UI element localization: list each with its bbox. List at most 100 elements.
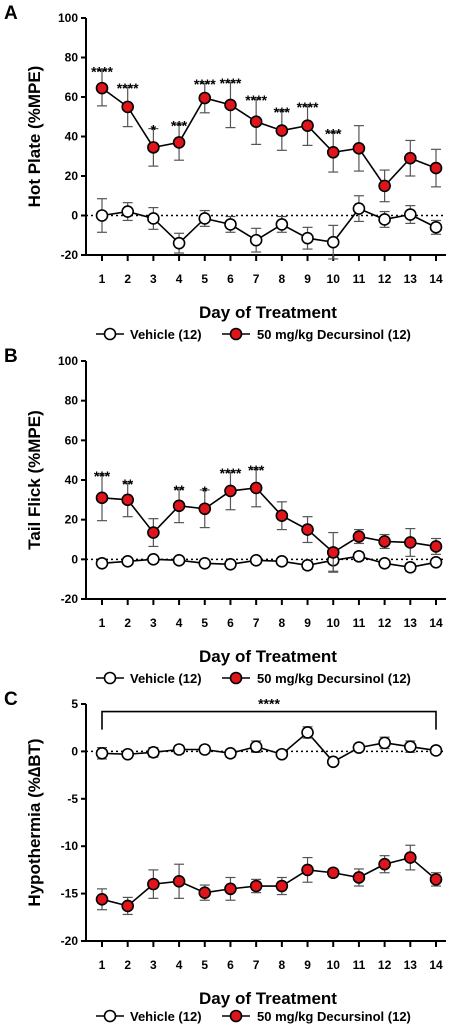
x-tick-label: 13 — [404, 616, 418, 630]
data-point — [378, 736, 391, 750]
x-tick-label: 8 — [279, 272, 286, 286]
data-point — [378, 213, 391, 226]
data-point — [301, 726, 314, 739]
data-point — [224, 484, 237, 498]
data-point — [326, 235, 340, 249]
data-point — [147, 553, 160, 566]
y-tick-label: -20 — [61, 592, 79, 606]
data-point — [147, 746, 160, 759]
data-point — [404, 851, 417, 864]
data-point — [326, 546, 340, 559]
data-point — [172, 874, 186, 888]
series-decursinol — [95, 468, 443, 573]
data-point — [95, 556, 109, 570]
x-tick-label: 5 — [201, 272, 208, 286]
data-point — [249, 740, 263, 753]
data-point — [326, 755, 340, 769]
y-tick-label: 0 — [71, 744, 78, 758]
bracket-label: **** — [258, 696, 280, 712]
data-point — [147, 141, 160, 154]
data-point — [404, 536, 417, 549]
data-point — [95, 892, 109, 906]
data-point — [95, 746, 109, 760]
x-tick-label: 3 — [150, 616, 157, 630]
data-point — [326, 866, 340, 880]
data-point — [404, 208, 417, 221]
series-vehicle — [95, 548, 443, 574]
legend-marker-vehicle — [103, 1009, 117, 1023]
data-point — [147, 212, 160, 225]
bracket-line — [101, 710, 437, 730]
data-point — [404, 740, 417, 753]
x-tick-label: 2 — [124, 616, 131, 630]
data-point — [352, 550, 366, 563]
x-tick-label: 9 — [304, 272, 311, 286]
x-axis-title: Day of Treatment — [199, 989, 337, 1008]
y-tick-label: -20 — [61, 248, 79, 262]
data-point — [121, 100, 134, 114]
legend: Vehicle (12) 50 mg/kg Decursinol (12) — [96, 671, 411, 686]
data-point — [301, 863, 314, 877]
data-point — [301, 231, 314, 245]
data-point — [249, 554, 263, 567]
data-point — [352, 142, 366, 155]
x-tick-label: 1 — [99, 616, 106, 630]
y-tick-label: 40 — [65, 130, 79, 144]
x-axis-title: Day of Treatment — [199, 303, 337, 322]
data-point — [224, 882, 237, 896]
data-point — [429, 556, 443, 569]
x-tick-label: 8 — [279, 616, 286, 630]
panel-letter: C — [4, 689, 18, 710]
data-point — [95, 491, 109, 505]
y-tick-label: 80 — [65, 394, 79, 408]
x-tick-label: 2 — [124, 958, 131, 972]
legend-marker-vehicle — [103, 671, 117, 685]
data-point — [249, 115, 263, 128]
data-point — [249, 481, 263, 495]
data-point — [275, 555, 289, 568]
legend-label-vehicle: Vehicle (12) — [130, 1009, 202, 1024]
y-tick-label: 0 — [71, 552, 78, 566]
data-point — [378, 535, 391, 548]
data-point — [275, 218, 289, 231]
significance-label: **** — [194, 76, 216, 92]
data-point — [224, 557, 237, 571]
x-tick-label: 6 — [227, 958, 234, 972]
data-point — [301, 523, 314, 536]
significance-label: **** — [220, 75, 242, 91]
data-point — [198, 502, 212, 516]
data-point — [378, 556, 391, 570]
data-point — [275, 509, 289, 523]
data-point — [198, 91, 212, 105]
x-axis-title: Day of Treatment — [199, 647, 337, 666]
data-point — [326, 146, 340, 159]
legend-label-decursinol: 50 mg/kg Decursinol (12) — [257, 327, 411, 342]
x-tick-label: 7 — [253, 272, 260, 286]
x-tick-label: 7 — [253, 616, 260, 630]
x-tick-label: 13 — [404, 958, 418, 972]
data-point — [172, 743, 186, 756]
series-vehicle — [95, 726, 443, 769]
data-point — [172, 136, 186, 149]
legend: Vehicle (12) 50 mg/kg Decursinol (12) — [96, 327, 411, 342]
data-point — [198, 743, 212, 756]
x-tick-label: 4 — [176, 958, 183, 972]
x-tick-label: 14 — [429, 958, 443, 972]
legend-label-decursinol: 50 mg/kg Decursinol (12) — [257, 1009, 411, 1024]
data-point — [378, 857, 391, 871]
legend-marker-decursinol — [229, 1009, 243, 1023]
x-tick-label: 5 — [201, 616, 208, 630]
legend-marker-vehicle — [103, 327, 117, 341]
y-tick-label: 0 — [71, 209, 78, 223]
x-tick-label: 4 — [176, 616, 183, 630]
data-point — [249, 879, 263, 893]
data-point — [172, 554, 186, 567]
x-tick-label: 14 — [429, 272, 443, 286]
x-tick-label: 11 — [353, 272, 366, 286]
y-tick-label: 20 — [65, 513, 79, 527]
x-tick-label: 9 — [304, 958, 311, 972]
